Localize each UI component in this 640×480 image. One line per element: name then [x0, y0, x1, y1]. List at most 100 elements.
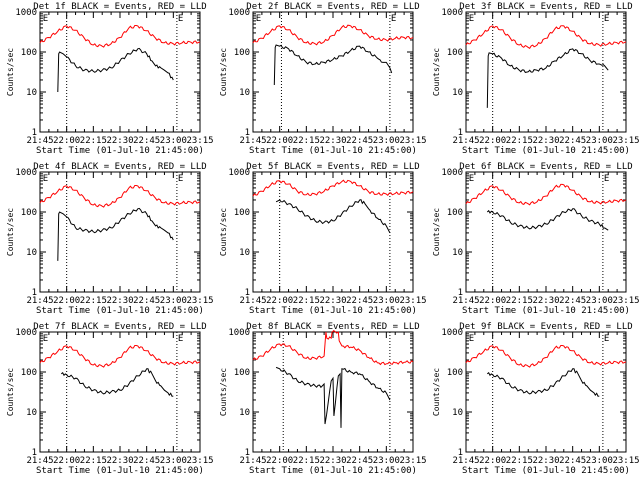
- x-axis-label: Start Time (01-Jul-10 21:45:00): [462, 306, 630, 316]
- y-tick-label: 100: [234, 48, 250, 58]
- x-tick-label: 22:15: [506, 296, 533, 306]
- y-axis-label: Counts/sec: [6, 48, 15, 96]
- y-tick-label: 10: [26, 248, 37, 258]
- series-line-events: [486, 48, 609, 108]
- x-tick-label: 23:15: [612, 456, 639, 466]
- y-tick-label: 1000: [441, 328, 463, 338]
- series-line-events: [275, 199, 391, 234]
- series-line-lld: [39, 25, 201, 48]
- x-tick-label: 22:00: [479, 296, 506, 306]
- y-tick-label: 1000: [441, 8, 463, 18]
- x-axis-label: Start Time (01-Jul-10 21:45:00): [36, 146, 204, 156]
- x-tick-label: 22:30: [532, 456, 559, 466]
- y-tick-label: 10: [239, 248, 250, 258]
- x-tick-label: 22:00: [266, 456, 293, 466]
- chart-title: Det 4f BLACK = Events, RED = LLD: [33, 162, 206, 172]
- e-marker-label: E: [604, 174, 609, 184]
- x-tick-label: 22:15: [506, 136, 533, 146]
- chart-title: Det 9f BLACK = Events, RED = LLD: [459, 322, 632, 332]
- chart-panel-1: Det 1f BLACK = Events, RED = LLD 1 10 100 10…: [6, 2, 214, 156]
- y-axis-label: Counts/sec: [6, 368, 15, 416]
- y-tick-label: 1000: [15, 168, 37, 178]
- y-tick-label: 100: [21, 48, 37, 58]
- y-tick-label: 1: [458, 128, 463, 138]
- x-axis-label: Start Time (01-Jul-10 21:45:00): [462, 466, 630, 476]
- x-tick-label: 23:00: [373, 456, 400, 466]
- x-tick-label: 22:00: [266, 136, 293, 146]
- x-tick-label: 22:00: [53, 456, 80, 466]
- y-axis-label: Counts/sec: [432, 368, 441, 416]
- x-tick-label: 23:15: [399, 296, 426, 306]
- y-axis-label: Counts/sec: [219, 48, 228, 96]
- x-tick-label: 22:15: [80, 456, 107, 466]
- y-tick-label: 10: [239, 88, 250, 98]
- e-marker-label: E: [256, 14, 261, 24]
- plot-frame: [465, 331, 627, 453]
- x-tick-label: 22:30: [106, 296, 133, 306]
- x-tick-label: 23:15: [399, 136, 426, 146]
- x-tick-label: 22:15: [293, 136, 320, 146]
- chart-panel-9: Det 9f BLACK = Events, RED = LLD 1 10 100 10…: [432, 322, 640, 476]
- series-line-lld: [465, 345, 627, 368]
- y-tick-label: 1000: [228, 328, 250, 338]
- x-tick-label: 23:00: [160, 456, 187, 466]
- y-tick-label: 1: [32, 128, 37, 138]
- series-line-events: [57, 207, 174, 261]
- x-tick-label: 21:45: [452, 296, 479, 306]
- plot-frame: [465, 171, 627, 293]
- e-marker-label: E: [43, 334, 48, 344]
- x-tick-label: 22:45: [346, 136, 373, 146]
- e-marker-label: E: [43, 14, 48, 24]
- x-tick-label: 22:45: [559, 456, 586, 466]
- x-tick-label: 21:45: [239, 456, 266, 466]
- series-line-events: [273, 44, 393, 86]
- x-tick-label: 22:15: [80, 296, 107, 306]
- plot-frame: [252, 11, 414, 133]
- chart-title: Det 2f BLACK = Events, RED = LLD: [246, 2, 419, 12]
- e-marker-label: E: [469, 334, 474, 344]
- e-marker-label: E: [178, 334, 183, 344]
- y-tick-label: 10: [26, 88, 37, 98]
- x-tick-label: 23:15: [399, 456, 426, 466]
- y-tick-label: 1: [245, 448, 250, 458]
- x-tick-label: 23:15: [186, 136, 213, 146]
- series-line-lld: [252, 179, 414, 197]
- y-tick-label: 1000: [228, 8, 250, 18]
- x-tick-label: 22:45: [133, 456, 160, 466]
- x-tick-label: 22:30: [106, 136, 133, 146]
- x-tick-label: 23:00: [160, 136, 187, 146]
- y-tick-label: 100: [21, 368, 37, 378]
- y-tick-label: 1: [245, 128, 250, 138]
- chart-title: Det 7f BLACK = Events, RED = LLD: [33, 322, 206, 332]
- series-line-lld: [39, 185, 201, 208]
- x-tick-label: 23:15: [186, 296, 213, 306]
- y-tick-label: 100: [447, 48, 463, 58]
- x-tick-label: 23:15: [186, 456, 213, 466]
- chart-panel-8: Det 8f BLACK = Events, RED = LLD 1 10 100 10…: [219, 322, 427, 476]
- x-axis-label: Start Time (01-Jul-10 21:45:00): [249, 306, 417, 316]
- x-axis-label: Start Time (01-Jul-10 21:45:00): [36, 306, 204, 316]
- x-tick-label: 22:15: [506, 456, 533, 466]
- y-tick-label: 10: [452, 408, 463, 418]
- x-tick-label: 23:00: [373, 136, 400, 146]
- y-tick-label: 1: [458, 448, 463, 458]
- plot-frame: [39, 171, 201, 293]
- e-marker-label: E: [604, 334, 609, 344]
- x-tick-label: 22:30: [106, 456, 133, 466]
- series-line-events: [275, 366, 391, 428]
- x-tick-label: 22:15: [293, 296, 320, 306]
- y-axis-label: Counts/sec: [6, 208, 15, 256]
- x-tick-label: 22:15: [293, 456, 320, 466]
- x-axis-label: Start Time (01-Jul-10 21:45:00): [36, 466, 204, 476]
- series-line-lld: [39, 345, 201, 368]
- series-line-lld: [465, 183, 627, 206]
- x-tick-label: 21:45: [239, 296, 266, 306]
- y-tick-label: 10: [452, 88, 463, 98]
- y-tick-label: 1: [458, 288, 463, 298]
- y-tick-label: 1: [245, 288, 250, 298]
- x-tick-label: 23:15: [612, 296, 639, 306]
- y-tick-label: 10: [452, 248, 463, 258]
- plot-frame: [39, 11, 201, 133]
- x-tick-label: 23:00: [373, 296, 400, 306]
